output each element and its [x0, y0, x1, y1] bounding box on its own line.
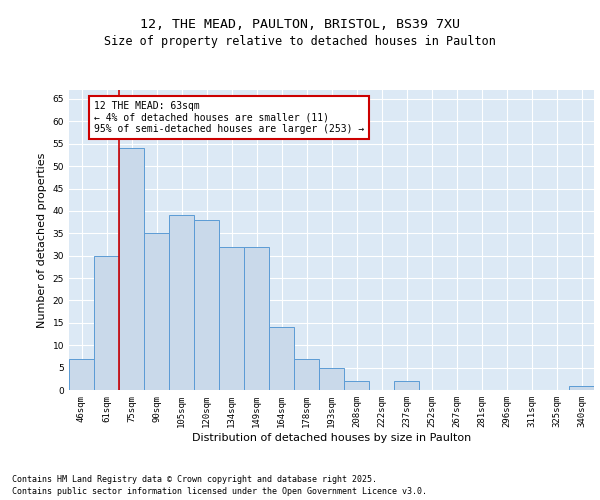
Bar — [169, 216, 194, 390]
Bar — [219, 246, 244, 390]
Bar — [194, 220, 219, 390]
Bar — [569, 386, 594, 390]
Text: Contains public sector information licensed under the Open Government Licence v3: Contains public sector information licen… — [12, 488, 427, 496]
Bar — [144, 234, 169, 390]
Text: 12 THE MEAD: 63sqm
← 4% of detached houses are smaller (11)
95% of semi-detached: 12 THE MEAD: 63sqm ← 4% of detached hous… — [94, 101, 364, 134]
Bar — [269, 328, 294, 390]
Text: Size of property relative to detached houses in Paulton: Size of property relative to detached ho… — [104, 35, 496, 48]
X-axis label: Distribution of detached houses by size in Paulton: Distribution of detached houses by size … — [192, 432, 471, 442]
Bar — [94, 256, 119, 390]
Bar — [119, 148, 144, 390]
Bar — [69, 358, 94, 390]
Bar — [294, 358, 319, 390]
Text: Contains HM Land Registry data © Crown copyright and database right 2025.: Contains HM Land Registry data © Crown c… — [12, 475, 377, 484]
Bar — [319, 368, 344, 390]
Bar — [394, 381, 419, 390]
Bar — [244, 246, 269, 390]
Y-axis label: Number of detached properties: Number of detached properties — [37, 152, 47, 328]
Text: 12, THE MEAD, PAULTON, BRISTOL, BS39 7XU: 12, THE MEAD, PAULTON, BRISTOL, BS39 7XU — [140, 18, 460, 30]
Bar — [344, 381, 369, 390]
